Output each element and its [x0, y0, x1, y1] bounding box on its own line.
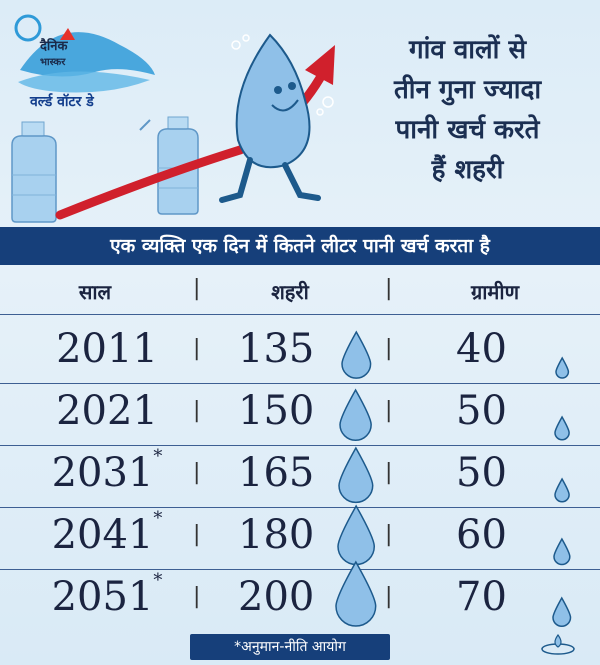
projection-marker: * [153, 570, 163, 591]
column-separator: | [385, 336, 393, 361]
year-cell: 2011 [42, 326, 172, 372]
water-drop-mascot-icon [219, 33, 334, 203]
row-divider [0, 314, 600, 315]
year-value: 2051 [51, 574, 154, 620]
year-cell: 2041* [42, 508, 172, 558]
year-value: 2031 [51, 450, 154, 496]
urban-value: 150 [238, 388, 315, 434]
year-value: 2011 [56, 326, 158, 372]
logo-event-label: वर्ल्ड वॉटर डे [30, 94, 94, 110]
row-divider [0, 383, 600, 384]
row-divider [0, 569, 600, 570]
subtitle-bar [0, 227, 600, 265]
column-header-urban: शहरी [271, 280, 309, 304]
header-separator: | [193, 276, 201, 301]
water-bottle-large-icon [11, 121, 57, 223]
column-header-year: साल [78, 280, 112, 304]
urban-water-drop-icon [339, 388, 373, 441]
rural-water-drop-icon [554, 415, 570, 441]
year-value: 2041 [51, 512, 154, 558]
year-cell: 2031* [42, 446, 172, 496]
logo-splash-icon [14, 14, 155, 93]
column-separator: | [193, 522, 201, 547]
projection-marker: * [153, 446, 163, 467]
headline-line-2: तीन गुना ज्यादा [393, 75, 542, 105]
headline: गांव वालों से तीन गुना ज्यादा पानी खर्च … [345, 30, 590, 190]
rural-value: 70 [456, 574, 507, 620]
chart-title: एक व्यक्ति एक दिन में कितने लीटर पानी खर… [110, 235, 490, 257]
urban-water-drop-icon [337, 503, 375, 565]
urban-value: 135 [238, 326, 315, 372]
urban-value: 200 [238, 574, 315, 620]
rural-water-drop-icon [554, 477, 570, 503]
rural-value: 50 [456, 450, 507, 496]
illustration [11, 14, 335, 223]
year-cell: 2051* [42, 570, 172, 620]
rural-water-drop-icon [552, 596, 572, 627]
column-separator: | [193, 398, 201, 423]
headline-line-3: पानी खर्च करते [395, 115, 540, 145]
rural-value: 40 [456, 326, 507, 372]
logo-brand-line2: भास्कर [40, 57, 66, 68]
urban-value: 180 [238, 512, 315, 558]
rural-value: 60 [456, 512, 507, 558]
urban-water-drop-icon [335, 560, 377, 627]
year-value: 2021 [56, 388, 158, 434]
headline-line-1: गांव वालों से [408, 35, 527, 65]
footnote: *अनुमान-नीति आयोग [234, 639, 346, 655]
urban-value: 165 [238, 450, 315, 496]
row-divider [0, 445, 600, 446]
headline-line-4: हैं शहरी [431, 155, 504, 185]
year-cell: 2021 [42, 388, 172, 434]
rural-water-drop-icon [553, 536, 571, 565]
urban-water-drop-icon [338, 446, 374, 503]
header-separator: | [385, 276, 393, 301]
column-separator: | [385, 522, 393, 547]
column-separator: | [193, 336, 201, 361]
column-separator: | [193, 584, 201, 609]
rural-water-drop-icon [555, 356, 569, 379]
column-separator: | [385, 584, 393, 609]
footnote-box [190, 634, 390, 660]
column-separator: | [193, 460, 201, 485]
column-separator: | [385, 398, 393, 423]
projection-marker: * [153, 508, 163, 529]
rural-value: 50 [456, 388, 507, 434]
urban-water-drop-icon [340, 330, 372, 379]
row-divider [0, 507, 600, 508]
splash-icon [541, 633, 575, 655]
column-separator: | [385, 460, 393, 485]
column-header-rural: ग्रामीण [470, 280, 520, 304]
logo-brand-line1: दैनिक [40, 39, 68, 54]
